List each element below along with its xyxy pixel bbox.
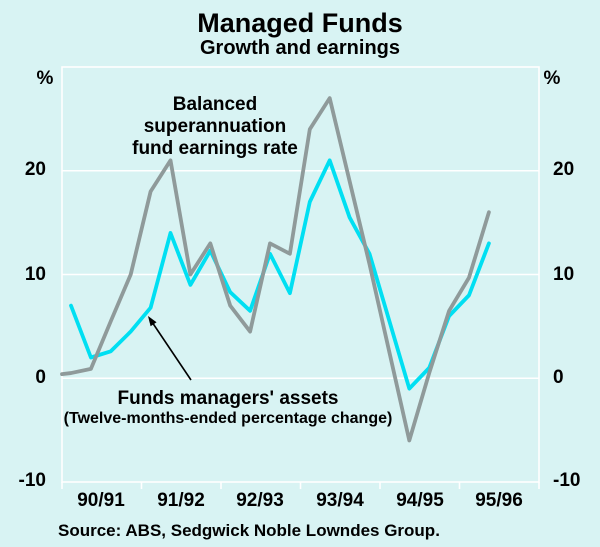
y-tick-label-left-0: 0: [35, 367, 46, 388]
earnings-series-label-line1: Balanced: [172, 94, 258, 115]
y-tick-label-left-20: 20: [24, 159, 46, 180]
y-tick-label-right-0: 0: [553, 367, 564, 388]
y-axis-unit-left: %: [36, 68, 54, 89]
y-tick-label-right-m10: -10: [553, 470, 581, 491]
assets-series-label-sub: (Twelve-months-ended percentage change): [63, 410, 393, 427]
earnings-series-label: Balanced superannuation fund earnings ra…: [95, 94, 335, 160]
source-note: Source: ABS, Sedgwick Noble Lowndes Grou…: [58, 521, 440, 540]
chart-title: Managed Funds: [197, 8, 403, 38]
earnings-series-label-line2: superannuation: [143, 116, 287, 137]
x-tick-label-9394: 93/94: [316, 490, 364, 511]
earnings-series-label-line3: fund earnings rate: [132, 138, 298, 159]
assets-series-label: Funds managers' assets (Twelve-months-en…: [58, 388, 398, 429]
y-axis-unit-right: %: [543, 68, 561, 89]
x-tick-label-9293: 92/93: [236, 490, 284, 511]
y-tick-label-left-m10: -10: [18, 470, 46, 491]
x-tick-label-9091: 90/91: [77, 490, 125, 511]
assets-series-label-main: Funds managers' assets: [117, 388, 339, 409]
y-tick-label-left-10: 10: [24, 264, 46, 285]
chart-subtitle: Growth and earnings: [199, 37, 401, 59]
y-tick-label-right-10: 10: [553, 264, 575, 285]
x-tick-label-9596: 95/96: [475, 490, 523, 511]
x-tick-label-9495: 94/95: [396, 490, 444, 511]
x-tick-label-9192: 91/92: [157, 490, 205, 511]
y-tick-label-right-20: 20: [553, 159, 575, 180]
